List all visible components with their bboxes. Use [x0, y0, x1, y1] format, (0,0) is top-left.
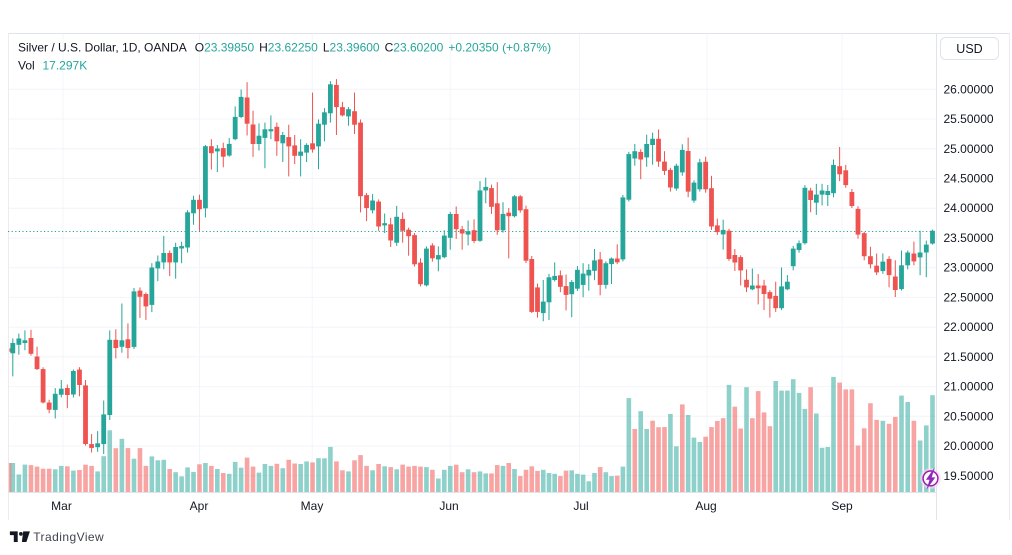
svg-text:TradingView: TradingView [33, 530, 104, 544]
svg-text:21.00000: 21.00000 [944, 380, 994, 394]
svg-text:Mar: Mar [51, 499, 72, 513]
svg-text:20.50000: 20.50000 [944, 409, 994, 423]
svg-text:USD: USD [956, 42, 982, 56]
svg-text:22.00000: 22.00000 [944, 320, 994, 334]
svg-text:25.50000: 25.50000 [944, 112, 994, 126]
svg-text:24.00000: 24.00000 [944, 201, 994, 215]
svg-text:26.00000: 26.00000 [944, 82, 994, 96]
svg-text:17.297K: 17.297K [43, 58, 88, 72]
svg-text:Apr: Apr [190, 499, 209, 513]
svg-text:Jun: Jun [439, 499, 458, 513]
svg-text:Aug: Aug [695, 499, 716, 513]
svg-text:Jul: Jul [573, 499, 588, 513]
svg-text:Sep: Sep [831, 499, 853, 513]
svg-text:21.50000: 21.50000 [944, 350, 994, 364]
svg-text:25.00000: 25.00000 [944, 142, 994, 156]
svg-text:23.00000: 23.00000 [944, 261, 994, 275]
svg-text:20.00000: 20.00000 [944, 439, 994, 453]
svg-text:May: May [301, 499, 324, 513]
svg-text:22.50000: 22.50000 [944, 290, 994, 304]
svg-text:19.50000: 19.50000 [944, 469, 994, 483]
svg-text:23.50000: 23.50000 [944, 231, 994, 245]
svg-text:Vol: Vol [18, 58, 35, 72]
svg-text:Silver / U.S. Dollar, 1D, OAND: Silver / U.S. Dollar, 1D, OANDA O23.39850… [18, 41, 551, 55]
svg-text:24.50000: 24.50000 [944, 172, 994, 186]
